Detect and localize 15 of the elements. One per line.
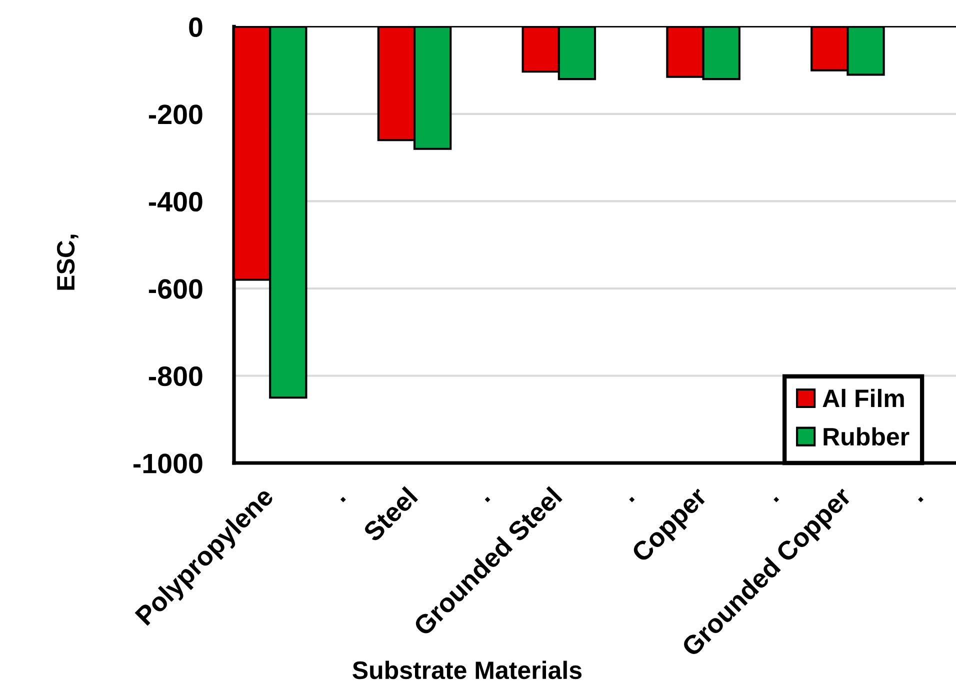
legend-label: Al Film (822, 388, 904, 408)
y-tick-label: -400 (148, 192, 202, 212)
y-tick-label: -600 (148, 279, 202, 299)
y-tick-label: -200 (148, 104, 202, 124)
x-tick-label: . (774, 496, 780, 502)
legend-label: Rubber (824, 427, 910, 446)
y-axis-title: ESC, (56, 234, 78, 290)
x-tick-label: . (918, 496, 924, 502)
y-tick-label: -800 (148, 366, 202, 386)
x-tick-label: . (340, 496, 346, 502)
x-tick-label: . (484, 496, 490, 502)
x-tick-label: . (629, 496, 635, 502)
y-tick-label: -1000 (133, 454, 202, 474)
x-axis-title: Substrate Materials (352, 660, 582, 680)
y-tick-label: 0 (189, 17, 202, 38)
